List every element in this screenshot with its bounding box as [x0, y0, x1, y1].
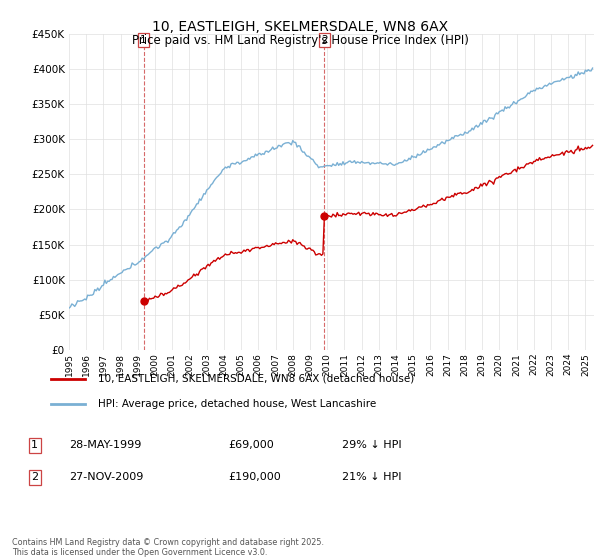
Text: 1: 1 [31, 440, 38, 450]
Text: HPI: Average price, detached house, West Lancashire: HPI: Average price, detached house, West… [98, 399, 376, 409]
Text: 10, EASTLEIGH, SKELMERSDALE, WN8 6AX (detached house): 10, EASTLEIGH, SKELMERSDALE, WN8 6AX (de… [98, 374, 415, 384]
Text: 21% ↓ HPI: 21% ↓ HPI [342, 472, 401, 482]
Text: £69,000: £69,000 [228, 440, 274, 450]
Text: 27-NOV-2009: 27-NOV-2009 [69, 472, 143, 482]
Text: 29% ↓ HPI: 29% ↓ HPI [342, 440, 401, 450]
Text: £190,000: £190,000 [228, 472, 281, 482]
Text: Contains HM Land Registry data © Crown copyright and database right 2025.
This d: Contains HM Land Registry data © Crown c… [12, 538, 324, 557]
Text: 10, EASTLEIGH, SKELMERSDALE, WN8 6AX: 10, EASTLEIGH, SKELMERSDALE, WN8 6AX [152, 20, 448, 34]
Text: 2: 2 [321, 35, 328, 45]
Text: 2: 2 [31, 472, 38, 482]
Text: Price paid vs. HM Land Registry's House Price Index (HPI): Price paid vs. HM Land Registry's House … [131, 34, 469, 46]
Text: 1: 1 [140, 35, 147, 45]
Text: 28-MAY-1999: 28-MAY-1999 [69, 440, 142, 450]
